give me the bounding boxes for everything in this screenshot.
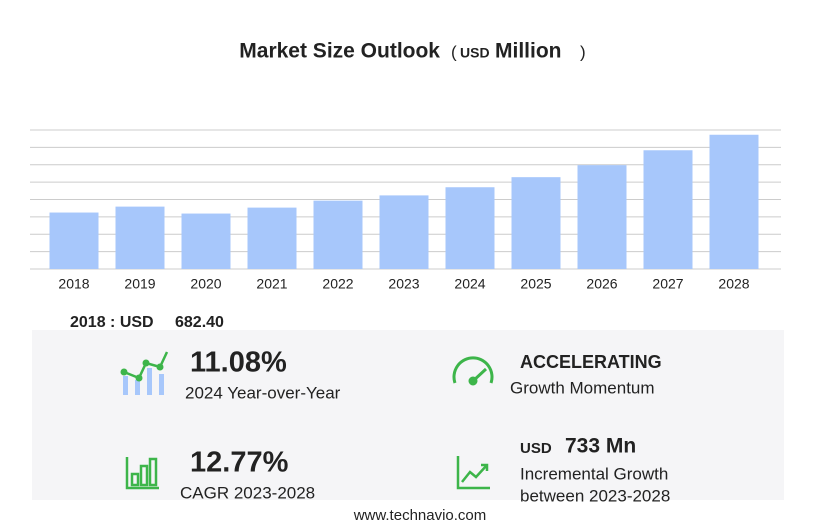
bar (49, 212, 99, 269)
base-label: 2018 : USD (70, 314, 154, 331)
base-value: 682.40 (175, 314, 224, 331)
momentum-label: Growth Momentum (510, 378, 655, 397)
yoy-icon (120, 351, 169, 395)
footer: www.technavio.com (353, 507, 487, 524)
x-tick-label: 2021 (256, 276, 287, 292)
bar (313, 200, 363, 269)
x-tick-label: 2027 (652, 276, 683, 292)
x-tick-label: 2023 (388, 276, 419, 292)
title-paren: ( (451, 42, 457, 61)
x-tick-label: 2028 (718, 276, 749, 292)
incremental-value: 733 Mn (565, 435, 636, 458)
yoy-value: 11.08% (190, 347, 287, 379)
x-tick-label: 2018 (58, 276, 89, 292)
momentum-value: ACCELERATING (520, 352, 662, 372)
x-tick-label: 2019 (124, 276, 155, 292)
bar (511, 177, 561, 269)
x-tick-label: 2020 (190, 276, 221, 292)
x-tick-label: 2022 (322, 276, 353, 292)
title-paren: ) (580, 42, 586, 61)
incremental-label: between 2023-2028 (520, 486, 670, 505)
incremental-icon (456, 456, 490, 490)
bar (445, 187, 495, 269)
bar (181, 213, 231, 269)
x-tick-label: 2025 (520, 276, 551, 292)
title-currency: USD (460, 45, 490, 61)
title-unit: Million (495, 40, 562, 63)
bar (577, 165, 627, 269)
x-tick-label: 2024 (454, 276, 485, 292)
chart-title: Market Size Outlook (239, 40, 440, 63)
momentum-icon (452, 356, 494, 386)
cagr-value: 12.77% (190, 447, 289, 479)
summary-panel (32, 330, 784, 500)
bar (643, 150, 693, 269)
incremental-label: Incremental Growth (520, 464, 668, 483)
bar (247, 207, 297, 269)
yoy-label: 2024 Year-over-Year (185, 383, 341, 402)
cagr-icon (125, 457, 159, 490)
x-tick-label: 2026 (586, 276, 617, 292)
bar (115, 206, 165, 269)
incremental-currency: USD (520, 440, 552, 457)
bar (379, 195, 429, 269)
cagr-label: CAGR 2023-2028 (180, 483, 315, 502)
bar (709, 134, 759, 269)
